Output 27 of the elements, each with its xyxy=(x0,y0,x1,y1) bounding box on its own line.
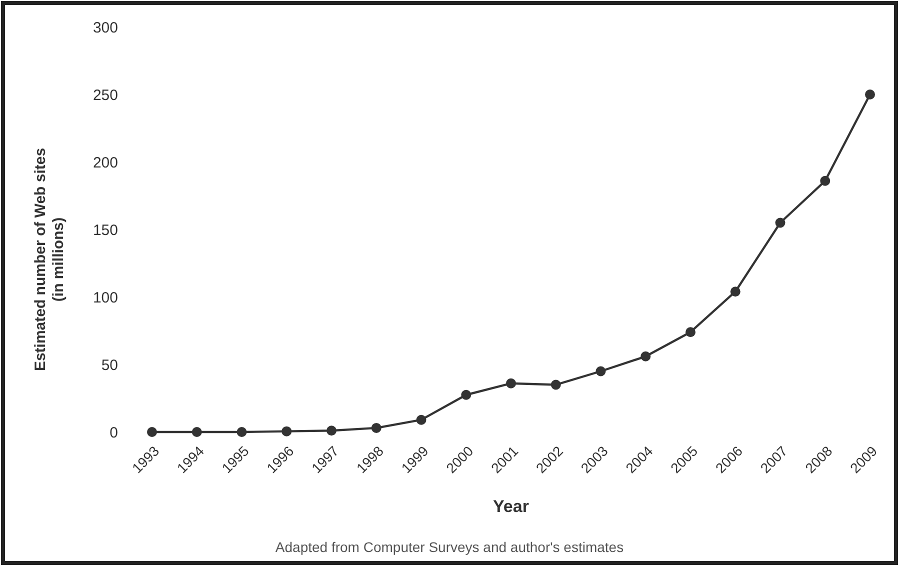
y-tick-label: 100 xyxy=(92,289,118,306)
point xyxy=(416,414,426,425)
point xyxy=(596,366,606,376)
y-tick-label: 0 xyxy=(110,424,118,442)
point xyxy=(282,426,292,436)
point xyxy=(865,90,875,100)
x-axis-title: Year xyxy=(493,497,530,516)
y-tick-label: 200 xyxy=(92,154,118,172)
point xyxy=(640,351,651,362)
text: Adapted from Computer Surveys and author's estimates xyxy=(275,539,624,555)
y-tick-label: 50 xyxy=(101,356,118,374)
point xyxy=(506,378,516,388)
point xyxy=(371,422,382,433)
y-tick-label: 150 xyxy=(92,222,118,239)
point xyxy=(820,176,830,186)
y-tick-label: 250 xyxy=(92,86,118,104)
point xyxy=(461,390,472,400)
y-axis-title: Estimated number of Web sites (in millions) xyxy=(32,148,67,372)
point xyxy=(326,426,336,436)
point xyxy=(686,327,696,338)
point xyxy=(730,286,740,297)
y-tick-label: 300 xyxy=(92,19,118,36)
point xyxy=(550,380,561,390)
point xyxy=(192,427,202,437)
point xyxy=(147,427,157,437)
point xyxy=(236,427,247,437)
point xyxy=(775,218,786,228)
